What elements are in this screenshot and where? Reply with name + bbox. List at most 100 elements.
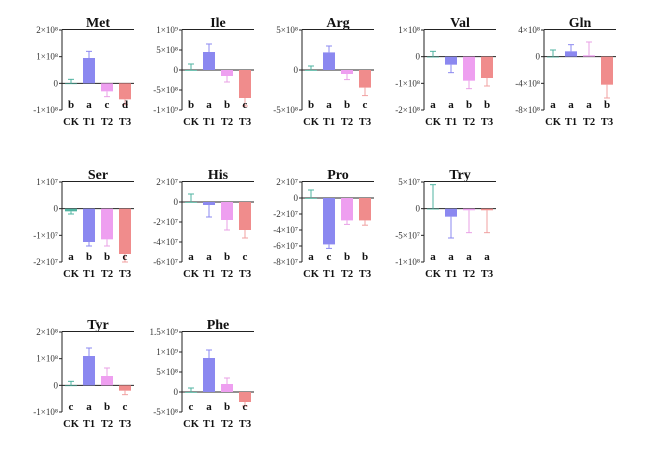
error-bar-t3 xyxy=(604,84,610,99)
error-bar-t3 xyxy=(242,402,248,407)
error-bar-t2 xyxy=(104,239,110,247)
category-label: T1 xyxy=(83,117,95,128)
error-bar-t3 xyxy=(484,210,490,234)
significance-letter: a xyxy=(586,99,592,111)
error-bar-t3 xyxy=(122,254,128,263)
chart-panel-arg: Arg 5×10⁸ 0 -5×10⁸ b CK a T1 b T2 c T3 xyxy=(250,16,378,141)
bar-t3 xyxy=(119,208,131,254)
y-tick-label: -1×10⁸ xyxy=(395,78,420,88)
y-tick-label: 2×10⁸ xyxy=(36,327,58,337)
y-tick-label: 0 xyxy=(416,52,421,62)
error-bar-t3 xyxy=(122,390,128,396)
significance-letter: a xyxy=(206,99,212,111)
y-tick-label: 4×10⁸ xyxy=(518,25,540,35)
bar-ck xyxy=(305,198,317,199)
error-bar-t3 xyxy=(242,98,248,107)
significance-letter: c xyxy=(123,251,128,263)
category-label: T3 xyxy=(119,419,131,430)
significance-letter: a xyxy=(568,99,574,111)
category-label: T2 xyxy=(341,269,353,280)
error-bar-ck xyxy=(68,78,74,84)
chart-svg-try: Try 5×10⁷ 0 -5×10⁷ -1×10⁸ a CK a T1 a T2 a T3 xyxy=(395,168,496,280)
error-bar-t3 xyxy=(362,87,368,97)
category-label: CK xyxy=(63,117,80,128)
y-tick-label: 1×10⁸ xyxy=(36,52,58,62)
error-bar-t2 xyxy=(466,80,472,90)
significance-letter: a xyxy=(86,99,92,111)
y-tick-label: -1×10⁹ xyxy=(153,105,178,115)
error-bar-t2 xyxy=(344,74,350,81)
category-label: T2 xyxy=(463,269,475,280)
bar-t2 xyxy=(463,56,475,81)
significance-letter: c xyxy=(243,401,248,413)
bar-t3 xyxy=(119,385,131,391)
y-tick-label: 1×10⁷ xyxy=(36,177,58,187)
chart-panel-his: His 2×10⁷ 0 -2×10⁷ -4×10⁷ -6×10⁷ a CK a T1 b T2 c T3 xyxy=(130,168,258,293)
chart-panel-try: Try 5×10⁷ 0 -5×10⁷ -1×10⁸ a CK a T1 a T2 a T3 xyxy=(372,168,500,293)
significance-letter: a xyxy=(448,251,454,263)
chart-title: Phe xyxy=(207,318,230,333)
category-label: CK xyxy=(63,269,80,280)
y-tick-label: 5×10⁸ xyxy=(276,25,298,35)
bar-t3 xyxy=(601,56,613,85)
error-bar-t1 xyxy=(448,64,454,74)
error-bar-t1 xyxy=(206,205,212,218)
y-tick-label: -1×10⁸ xyxy=(33,407,58,417)
bar-t3 xyxy=(481,56,493,78)
significance-letter: a xyxy=(206,251,212,263)
significance-letter: b xyxy=(188,99,194,111)
chart-svg-arg: Arg 5×10⁸ 0 -5×10⁸ b CK a T1 b T2 c T3 xyxy=(273,16,374,128)
error-bar-t3 xyxy=(122,99,128,106)
significance-letter: c xyxy=(243,251,248,263)
bar-t1 xyxy=(203,358,215,392)
y-tick-label: -4×10⁸ xyxy=(515,78,540,88)
significance-letter: a xyxy=(86,401,92,413)
y-tick-label: -1×10⁸ xyxy=(395,257,420,267)
significance-letter: c xyxy=(69,401,74,413)
bar-t3 xyxy=(239,202,251,230)
significance-letter: a xyxy=(430,99,436,111)
significance-letter: c xyxy=(327,251,332,263)
y-tick-label: 2×10⁷ xyxy=(276,177,298,187)
category-label: T1 xyxy=(203,117,215,128)
y-tick-label: -1×10⁸ xyxy=(33,105,58,115)
category-label: T1 xyxy=(565,117,577,128)
chart-svg-pro: Pro 2×10⁷ 0 -2×10⁷ -4×10⁷ -6×10⁷ -8×10⁷ a CK c T1 b… xyxy=(273,168,374,280)
bar-t2 xyxy=(101,376,113,386)
y-tick-label: -6×10⁷ xyxy=(153,257,178,267)
chart-svg-tyr: Tyr 2×10⁸ 1×10⁸ 0 -1×10⁸ c CK a T1 b T2 c T3 xyxy=(33,318,134,430)
chart-title: His xyxy=(208,168,229,183)
error-bar-t1 xyxy=(86,242,92,247)
category-label: T3 xyxy=(481,269,493,280)
error-bar-t1 xyxy=(326,45,332,53)
y-tick-label: 0 xyxy=(294,65,299,75)
y-tick-label: 5×10⁷ xyxy=(398,177,420,187)
error-bar-t1 xyxy=(86,347,92,356)
significance-letter: c xyxy=(243,99,248,111)
bar-ck xyxy=(427,56,439,58)
y-tick-label: 0 xyxy=(294,193,299,203)
bar-t2 xyxy=(101,83,113,92)
chart-svg-gln: Gln 4×10⁸ 0 -4×10⁸ -8×10⁸ a CK a T1 a T2 b T3 xyxy=(515,16,616,128)
significance-letter: b xyxy=(484,99,490,111)
significance-letter: b xyxy=(104,251,110,263)
error-bar-ck xyxy=(550,49,556,57)
bar-t2 xyxy=(221,202,233,220)
error-bar-t1 xyxy=(86,50,92,58)
significance-letter: c xyxy=(363,99,368,111)
y-tick-label: 5×10⁸ xyxy=(156,45,178,55)
error-bar-t3 xyxy=(242,230,248,239)
error-bar-t3 xyxy=(484,78,490,87)
significance-letter: b xyxy=(224,401,230,413)
category-label: CK xyxy=(425,117,442,128)
category-label: T2 xyxy=(221,269,233,280)
bar-t1 xyxy=(83,356,95,386)
chart-title: Met xyxy=(86,16,110,31)
bar-t3 xyxy=(359,70,371,88)
significance-letter: a xyxy=(466,251,472,263)
error-bar-t2 xyxy=(104,91,110,98)
significance-letter: b xyxy=(344,99,350,111)
y-tick-label: -2×10⁷ xyxy=(273,209,298,219)
bar-t1 xyxy=(83,58,95,84)
